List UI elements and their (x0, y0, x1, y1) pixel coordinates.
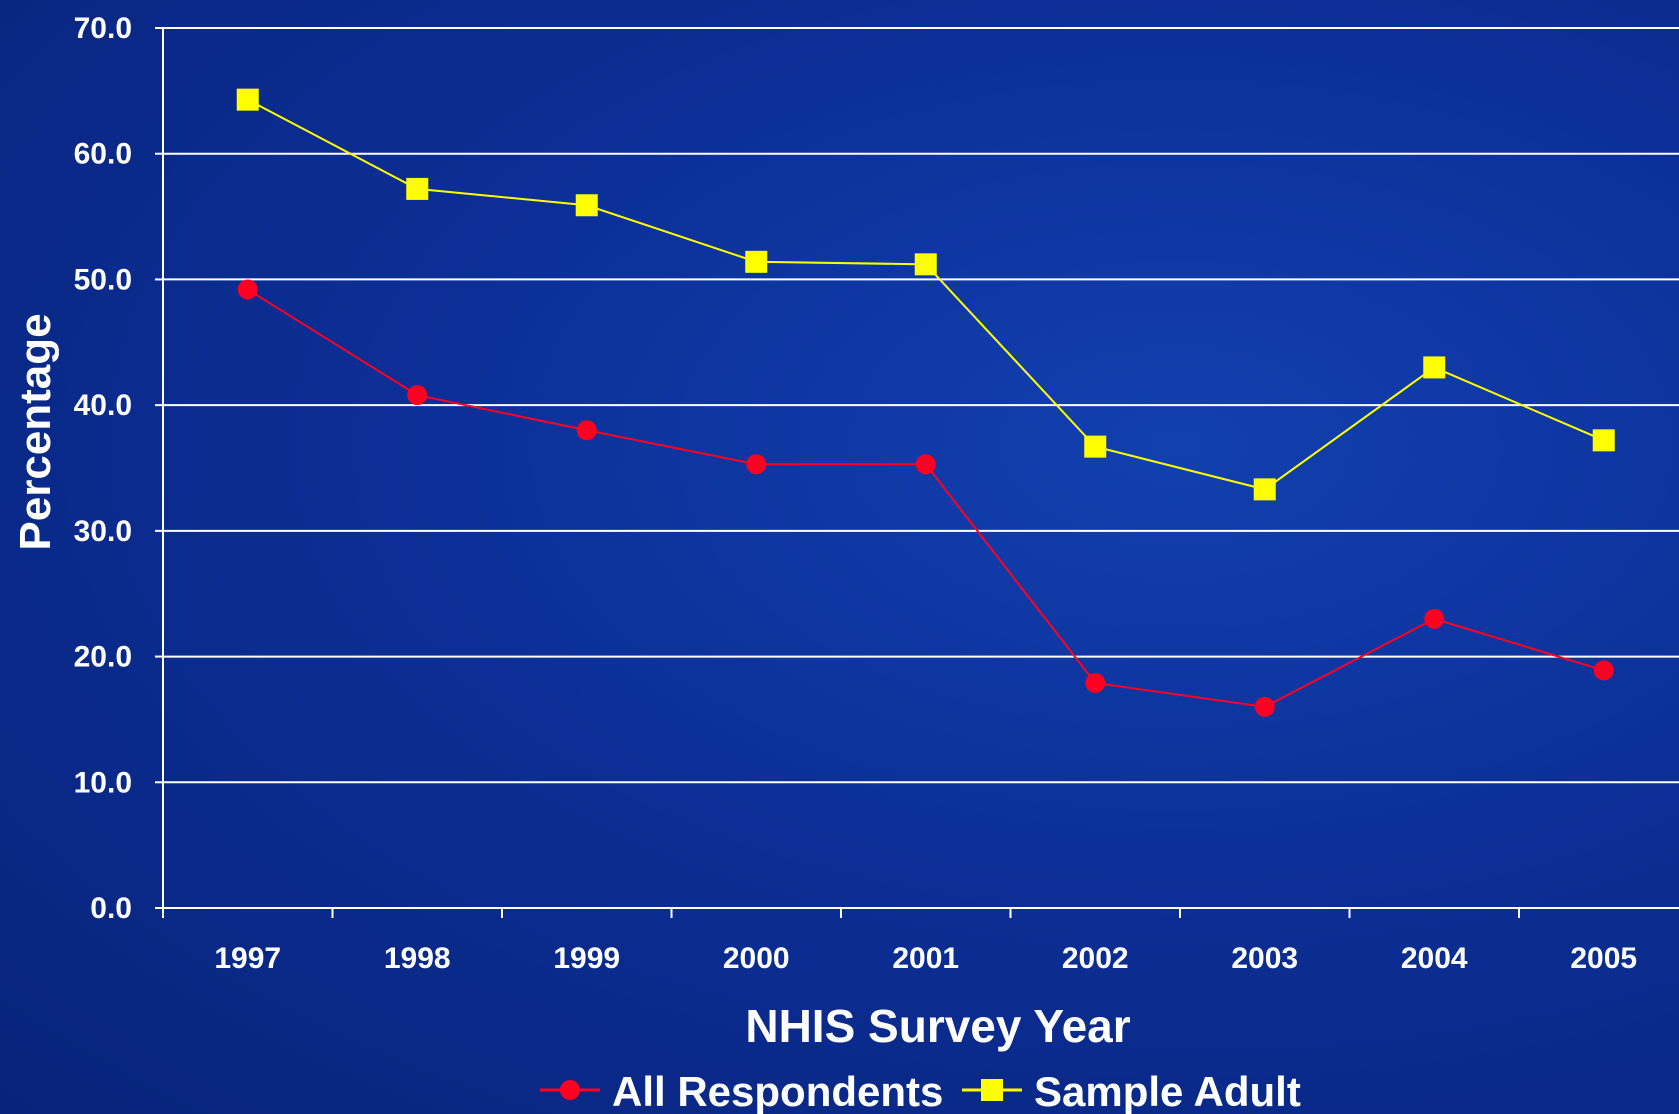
data-point (1254, 696, 1275, 717)
legend-label-sample-adult: Sample Adult (1034, 1068, 1301, 1114)
data-point (745, 250, 768, 273)
x-tick-label: 2000 (723, 942, 790, 975)
legend: All Respondents Sample Adult (540, 1068, 1301, 1114)
x-tick-labels: 1997 1998 1999 2000 2001 2002 2003 2004 2005 (214, 942, 1637, 975)
x-tick-label: 2005 (1570, 942, 1637, 975)
y-tick-label: 20.0 (74, 641, 132, 674)
x-tick-label: 2003 (1231, 942, 1298, 975)
data-point (1592, 429, 1615, 452)
series-sample-adult (236, 88, 1615, 501)
y-tick-label: 60.0 (74, 138, 132, 171)
legend-marker-all-respondents (560, 1080, 580, 1100)
x-tick-label: 2002 (1062, 942, 1129, 975)
series-line (247, 288, 1605, 708)
data-point (746, 454, 767, 475)
data-point (914, 253, 937, 276)
series (236, 88, 1615, 717)
y-tick-label: 40.0 (74, 389, 132, 422)
y-axis-title: Percentage (11, 313, 60, 550)
x-axis-title: NHIS Survey Year (745, 1000, 1130, 1052)
data-point (1253, 478, 1276, 501)
data-point (576, 420, 597, 441)
data-point (406, 177, 429, 200)
y-tick-label: 50.0 (74, 263, 132, 296)
legend-label-all-respondents: All Respondents (612, 1068, 943, 1114)
x-tick-label: 1999 (553, 942, 620, 975)
data-point (237, 279, 258, 300)
x-tick-label: 2001 (892, 942, 959, 975)
data-point (1593, 660, 1614, 681)
data-point (1423, 356, 1446, 379)
series-all-respondents (237, 279, 1614, 717)
series-line (247, 98, 1605, 491)
axes (155, 27, 1679, 918)
legend-marker-sample-adult (981, 1079, 1003, 1101)
data-point (1424, 608, 1445, 629)
x-tick-label: 2004 (1401, 942, 1468, 975)
data-point (575, 194, 598, 217)
data-point (236, 88, 259, 111)
y-tick-label: 30.0 (74, 515, 132, 548)
y-tick-label: 0.0 (90, 892, 132, 925)
y-tick-label: 10.0 (74, 766, 132, 799)
x-tick-label: 1998 (384, 942, 451, 975)
data-point (407, 385, 428, 406)
y-tick-label: 70.0 (74, 12, 132, 45)
data-point (915, 454, 936, 475)
x-tick-label: 1997 (214, 942, 281, 975)
data-point (1085, 672, 1106, 693)
data-point (1084, 435, 1107, 458)
gridlines (163, 27, 1679, 784)
y-tick-labels: 0.0 10.0 20.0 30.0 40.0 50.0 60.0 70.0 (74, 12, 132, 925)
